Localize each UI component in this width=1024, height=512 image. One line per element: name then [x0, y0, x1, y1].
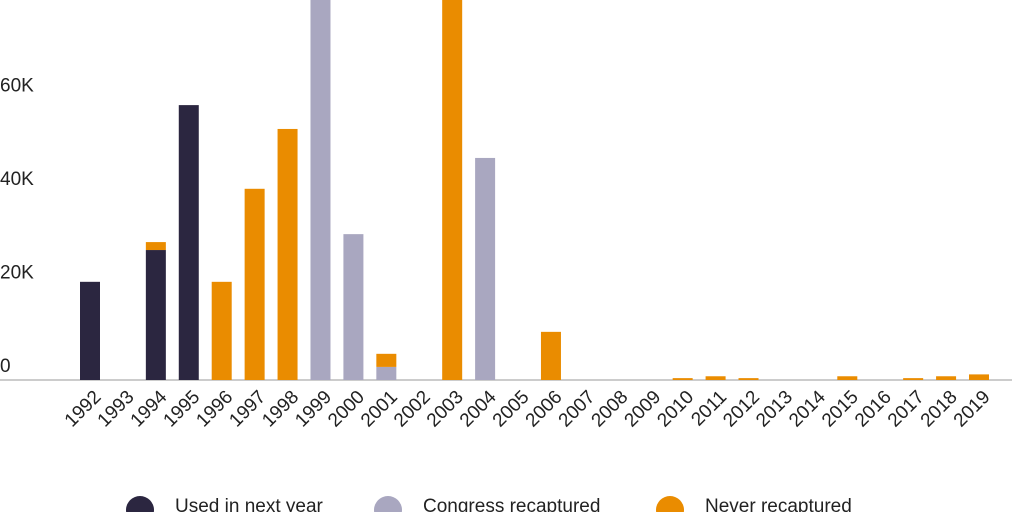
- y-tick-label: 20K: [0, 263, 34, 284]
- bar: [376, 366, 397, 380]
- bar: [211, 281, 232, 380]
- bar: [475, 157, 496, 380]
- bar: [442, 0, 463, 380]
- x-tick-label: 1997: [225, 387, 270, 432]
- y-tick-label: 40K: [0, 169, 34, 190]
- x-tick-label: 1999: [291, 387, 336, 432]
- x-tick-label: 2014: [785, 386, 830, 431]
- x-tick-label: 1992: [61, 387, 106, 432]
- x-tick-label: 2009: [621, 387, 666, 432]
- x-tick-label: 2003: [423, 387, 468, 432]
- x-tick-label: 2016: [851, 387, 896, 432]
- bar: [540, 331, 561, 380]
- x-tick-label: 2008: [588, 387, 633, 432]
- legend-label: Used in next year: [175, 496, 324, 512]
- bar: [343, 234, 364, 380]
- bar: [672, 378, 693, 380]
- x-tick-label: 2018: [917, 387, 962, 432]
- bar: [277, 128, 298, 380]
- x-tick-label: 1995: [160, 387, 205, 432]
- y-tick-label: 60K: [0, 76, 34, 97]
- bar: [837, 376, 858, 380]
- bar: [310, 0, 331, 380]
- y-tick-label: 0: [0, 356, 11, 377]
- bar: [80, 281, 100, 380]
- x-tick-label: 2005: [489, 387, 534, 432]
- bar: [903, 378, 924, 380]
- x-tick-label: 2019: [950, 387, 995, 432]
- bar: [705, 376, 726, 380]
- bar: [178, 105, 199, 381]
- x-tick-label: 2000: [324, 387, 369, 432]
- x-tick-label: 1996: [192, 387, 237, 432]
- x-tick-label: 2012: [719, 387, 764, 432]
- x-tick-label: 2010: [653, 387, 698, 432]
- legend-swatch: [126, 496, 154, 512]
- x-tick-label: 2015: [818, 387, 863, 432]
- legend-label: Never recaptured: [705, 496, 852, 512]
- bar: [969, 374, 989, 380]
- bar: [145, 242, 166, 251]
- x-tick-label: 1994: [127, 386, 172, 431]
- bar: [936, 376, 957, 380]
- legend-swatch: [656, 496, 684, 512]
- x-tick-label: 2017: [884, 387, 929, 432]
- bar: [738, 378, 759, 380]
- x-tick-label: 2004: [456, 386, 501, 431]
- x-tick-label: 2011: [687, 387, 731, 431]
- legend-swatch: [374, 496, 402, 512]
- x-tick-label: 2007: [555, 387, 600, 432]
- legend-label: Congress recaptured: [423, 496, 600, 512]
- x-tick-label: 2001: [357, 387, 402, 432]
- x-tick-label: 2006: [522, 387, 567, 432]
- bar: [376, 353, 397, 367]
- bar: [244, 188, 265, 380]
- x-tick-label: 2002: [390, 387, 435, 432]
- x-tick-label: 2013: [752, 387, 797, 432]
- x-tick-label: 1998: [258, 387, 303, 432]
- bar: [145, 250, 166, 380]
- x-tick-label: 1993: [94, 387, 139, 432]
